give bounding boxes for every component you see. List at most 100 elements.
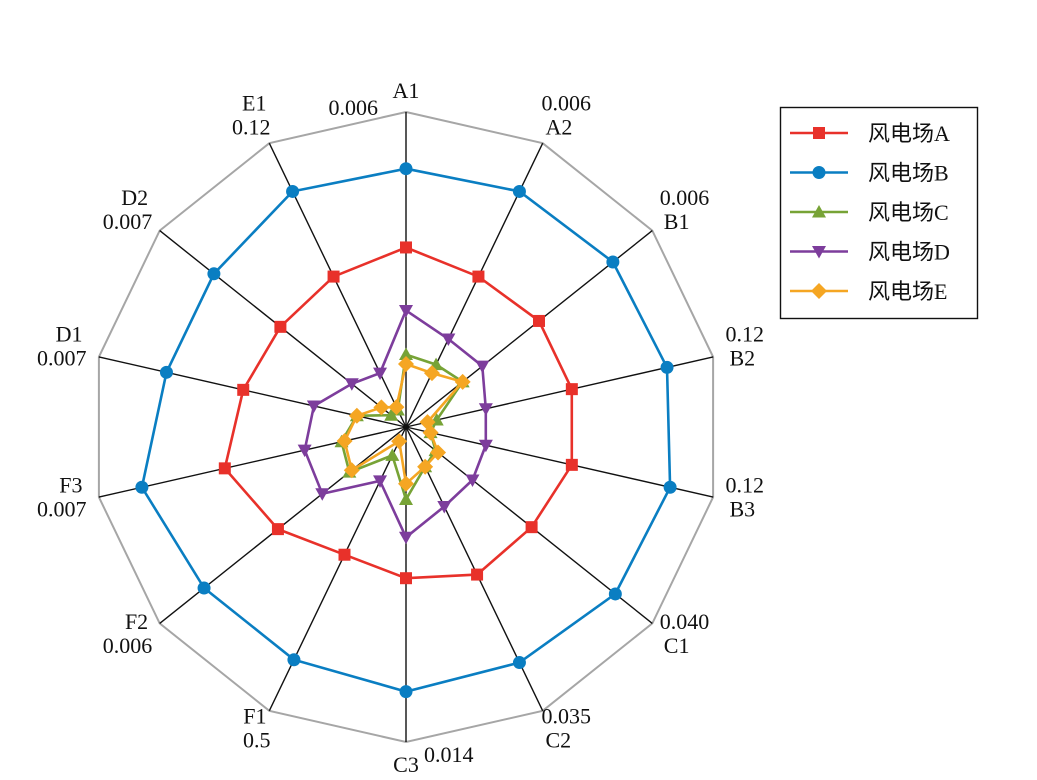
point-4-f3	[297, 444, 312, 458]
point-5-f2	[343, 462, 360, 479]
point-3-f1	[385, 448, 400, 461]
point-5-c1	[430, 444, 447, 461]
legend-item-4: 风电场D	[790, 240, 950, 265]
point-1-b3	[565, 458, 578, 471]
series-2	[135, 162, 677, 699]
point-2-d1	[159, 365, 173, 379]
point-5-e1	[388, 399, 405, 416]
point-3-a1	[399, 347, 413, 361]
point-1-b1	[532, 314, 545, 327]
legend-item-2: 风电场B	[790, 161, 949, 186]
spoke-f3	[98, 426, 407, 498]
point-5-c3	[398, 475, 414, 492]
axis-label-a1: A1	[393, 78, 420, 103]
axis-label-c3: C3	[393, 752, 419, 777]
spoke-b3	[405, 426, 714, 498]
point-1-d1	[237, 383, 250, 396]
point-4-b2	[478, 403, 493, 416]
point-2-f3	[135, 480, 149, 494]
axis-max-label-a2: 0.006	[542, 91, 592, 116]
axis-label-b1: B1	[664, 209, 690, 234]
legend-label: 风电场D	[868, 240, 950, 265]
series-1	[218, 241, 578, 585]
axis-max-label-b3: 0.12	[726, 473, 765, 498]
point-2-b1	[606, 255, 620, 269]
point-1-e1	[327, 270, 340, 283]
legend-label: 风电场C	[868, 200, 949, 225]
point-5-f1	[391, 433, 408, 450]
axis-label-c1: C1	[664, 633, 690, 658]
point-2-b2	[660, 360, 674, 374]
point-2-a2	[512, 184, 526, 198]
axis-label-e1: E1	[242, 91, 266, 116]
point-4-b1	[475, 360, 490, 374]
axis-max-label-f3: 0.007	[37, 497, 87, 522]
axis-max-label-c1: 0.040	[660, 609, 710, 634]
axis-label-f3: F3	[59, 473, 82, 498]
point-2-d2	[207, 267, 221, 281]
legend-label: 风电场B	[868, 161, 949, 186]
legend-marker	[812, 205, 826, 218]
axis-label-d1: D1	[56, 321, 83, 346]
point-4-a1	[399, 304, 413, 318]
point-4-f2	[315, 488, 330, 501]
point-4-d2	[344, 378, 359, 391]
legend-label: 风电场A	[868, 121, 950, 146]
axis-max-label-b1: 0.006	[660, 185, 710, 210]
point-5-b1	[454, 373, 471, 390]
point-2-a1	[399, 162, 413, 176]
point-5-a1	[398, 356, 414, 372]
point-4-c3	[399, 531, 413, 545]
legend-marker	[811, 283, 827, 299]
point-2-e1	[286, 184, 300, 198]
legend-marker	[813, 127, 825, 139]
point-4-e1	[373, 367, 388, 381]
legend: 风电场A 风电场B 风电场C 风电场D 风电场E	[779, 106, 979, 320]
point-2-c1	[608, 587, 622, 601]
legend-marker	[812, 246, 826, 259]
series-4	[297, 304, 493, 545]
axis-label-f1: F1	[243, 703, 266, 728]
axis-label-d2: D2	[121, 185, 148, 210]
axis-max-label-d2: 0.007	[103, 209, 153, 234]
spoke-f1	[268, 426, 407, 712]
radar-grid	[97, 110, 715, 744]
point-1-f3	[218, 462, 231, 475]
point-1-c1	[525, 521, 538, 534]
point-4-d1	[306, 400, 321, 413]
series-layer	[135, 162, 677, 699]
point-5-d2	[373, 399, 390, 416]
axis-label-c2: C2	[546, 727, 572, 752]
point-4-c1	[465, 474, 480, 488]
axis-max-label-e1: 0.12	[232, 115, 271, 140]
legend-item-1: 风电场A	[790, 121, 950, 146]
point-1-b2	[565, 383, 578, 396]
axis-label-b2: B2	[730, 345, 756, 370]
legend-item-3: 风电场C	[790, 200, 949, 225]
point-2-b3	[663, 480, 677, 494]
point-5-f3	[336, 433, 353, 450]
axis-max-label-f1: 0.5	[243, 727, 271, 752]
point-4-b3	[478, 439, 493, 453]
point-1-c2	[471, 568, 484, 581]
axis-max-label-d1: 0.007	[37, 345, 87, 370]
axis-max-label-c3: 0.014	[424, 742, 474, 767]
point-5-d1	[348, 407, 365, 424]
point-4-a2	[441, 333, 456, 347]
legend-item-5: 风电场E	[790, 279, 947, 304]
axis-labels: A10.006A20.006B10.006B20.12B30.12C10.040…	[37, 78, 764, 777]
axis-label-b3: B3	[730, 497, 756, 522]
point-2-f2	[197, 581, 211, 595]
point-5-c2	[417, 458, 434, 475]
point-5-b3	[422, 424, 439, 441]
axis-max-label-c2: 0.035	[542, 703, 592, 728]
series-line-5	[343, 362, 465, 487]
point-3-c3	[399, 492, 413, 505]
point-1-f2	[271, 523, 284, 536]
point-3-d2	[384, 408, 399, 421]
point-4-f1	[373, 475, 388, 488]
axis-label-a2: A2	[546, 115, 573, 140]
point-1-c3	[400, 572, 412, 585]
axis-label-f2: F2	[125, 609, 148, 634]
point-1-a1	[400, 241, 412, 254]
